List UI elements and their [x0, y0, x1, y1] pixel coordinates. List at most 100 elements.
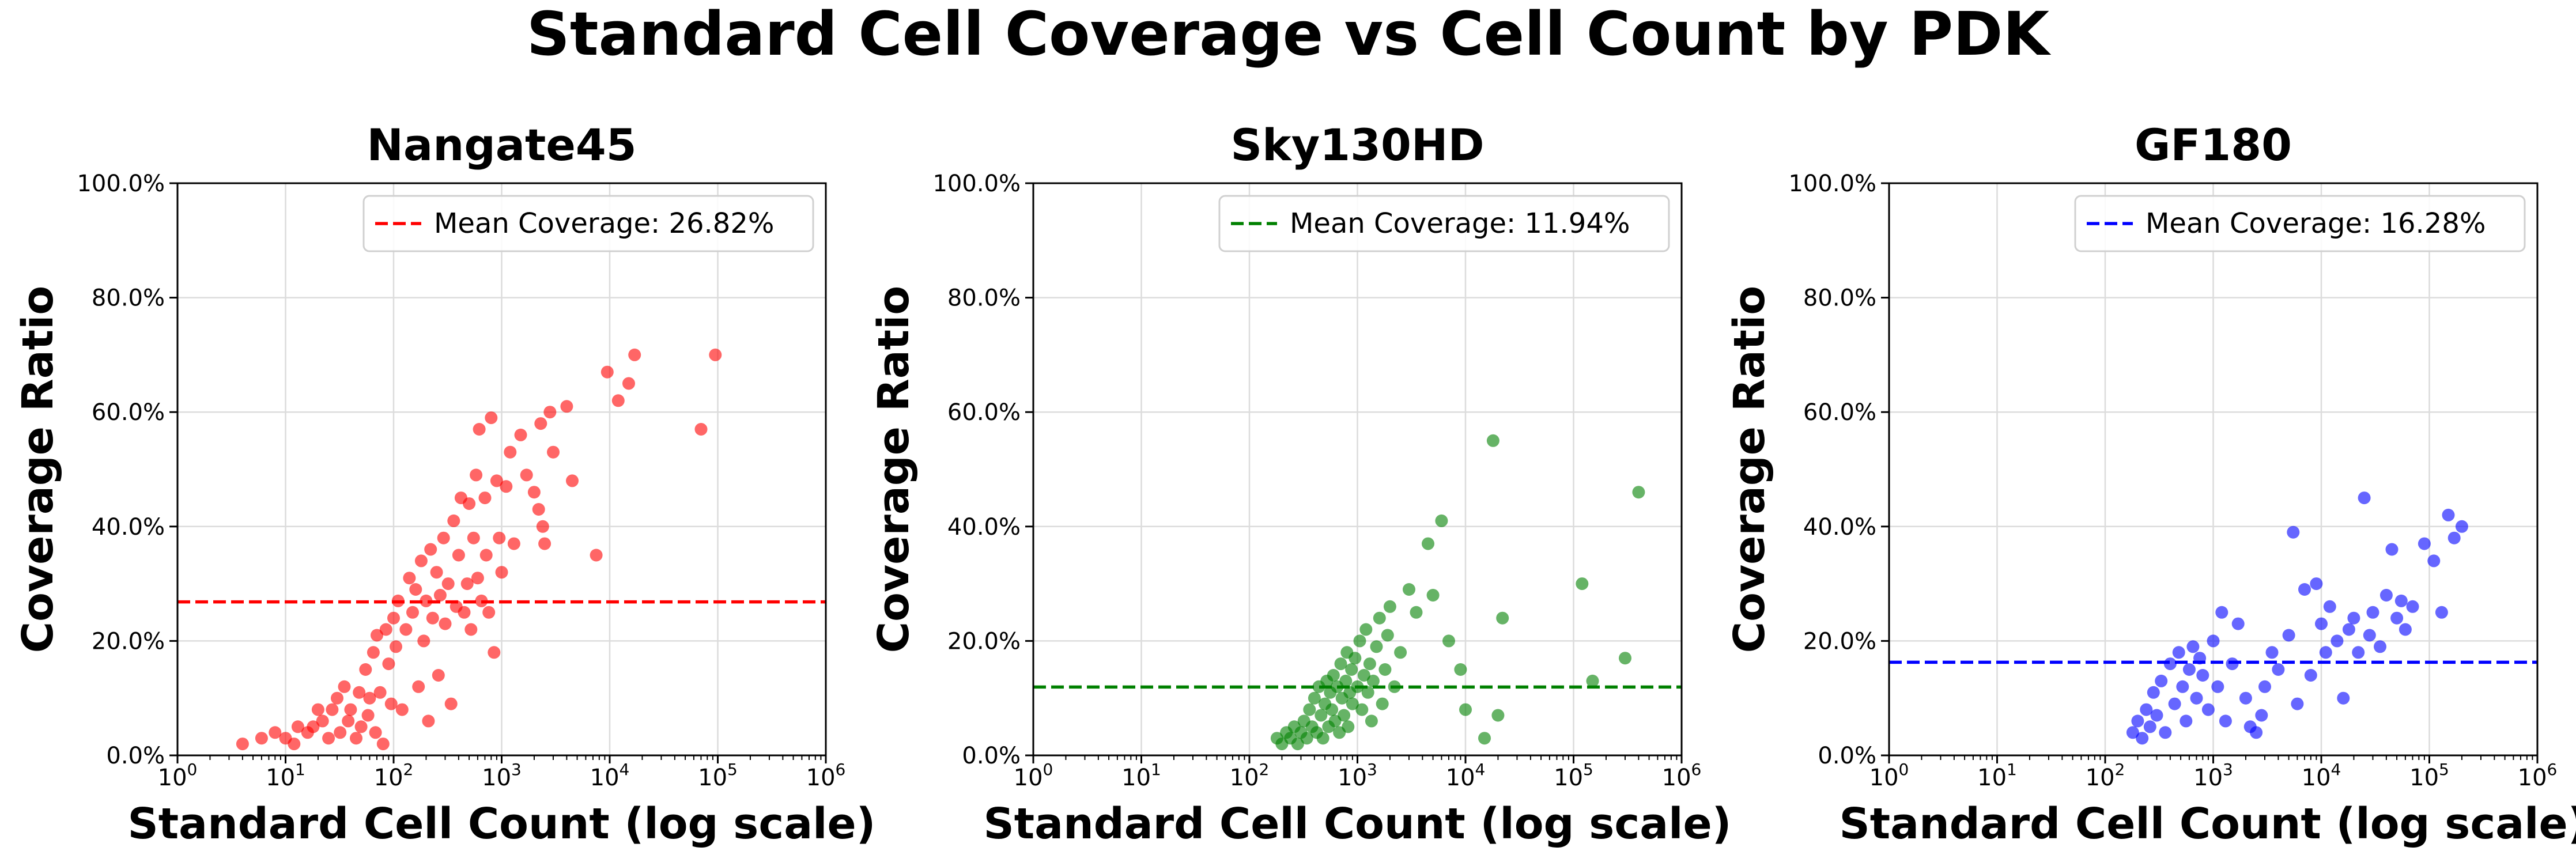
data-point: [543, 406, 557, 419]
data-point: [2323, 600, 2336, 613]
data-point: [1426, 589, 1440, 602]
data-point: [437, 531, 450, 544]
y-tick-label: 40.0%: [947, 514, 1021, 540]
data-point: [439, 617, 452, 630]
data-point: [1345, 663, 1358, 676]
x-axis-label: Standard Cell Count (log scale): [1839, 799, 2576, 849]
data-point: [514, 428, 527, 441]
y-tick-label: 20.0%: [947, 628, 1021, 655]
data-point: [709, 348, 722, 361]
data-point: [464, 623, 478, 636]
data-point: [1632, 486, 1645, 499]
data-point: [390, 640, 402, 653]
data-point: [338, 680, 351, 693]
data-point: [1383, 600, 1396, 613]
y-tick-label: 0.0%: [106, 743, 165, 769]
chart-panel-1: 100 101 102 103 104 105 106 0.0% 20.0% 40.0% 60.0%…: [869, 119, 1732, 849]
data-point: [2427, 554, 2441, 568]
data-point: [2366, 606, 2379, 619]
data-point: [1359, 623, 1373, 636]
data-point: [444, 697, 458, 710]
data-point: [2287, 525, 2300, 539]
data-point: [326, 703, 339, 716]
data-point: [2342, 623, 2355, 636]
data-point: [2331, 634, 2344, 648]
legend: Mean Coverage: 16.28%: [2074, 195, 2526, 252]
data-point: [2379, 589, 2393, 602]
x-tick-label: 106: [806, 760, 846, 791]
data-point: [460, 577, 474, 591]
data-point: [1308, 691, 1321, 705]
data-point: [426, 611, 439, 625]
legend-label: Mean Coverage: 16.28%: [2146, 207, 2486, 240]
data-point: [2176, 680, 2189, 693]
data-point: [2131, 714, 2144, 728]
data-point: [473, 423, 486, 436]
x-tick-label: 102: [1230, 760, 1270, 791]
data-point: [500, 480, 513, 493]
data-point: [447, 514, 460, 527]
data-point: [1486, 434, 1499, 447]
data-point: [406, 606, 419, 619]
data-point: [2447, 531, 2461, 544]
legend-box: [362, 195, 814, 252]
data-point: [1619, 652, 1631, 665]
y-tick-label: 60.0%: [947, 399, 1021, 426]
data-point: [566, 474, 579, 487]
data-point: [2347, 611, 2360, 625]
data-point: [2239, 691, 2252, 705]
x-tick-label: 100: [1014, 760, 1053, 791]
data-point: [479, 549, 493, 562]
data-point: [432, 669, 445, 682]
data-point: [1459, 703, 1472, 716]
data-point: [1325, 703, 1339, 716]
y-tick-label: 100.0%: [77, 171, 165, 197]
data-point: [1442, 634, 1455, 648]
data-point: [1378, 663, 1392, 676]
data-point: [1381, 629, 1394, 642]
data-point: [2168, 697, 2181, 710]
data-point: [471, 572, 484, 585]
x-tick-label: 103: [482, 760, 522, 791]
data-point: [538, 537, 552, 550]
legend-label: Mean Coverage: 11.94%: [1290, 207, 1630, 240]
x-tick-label: 101: [266, 760, 305, 791]
data-point: [1361, 686, 1374, 699]
data-point: [2150, 709, 2163, 722]
data-point: [2385, 543, 2399, 556]
x-tick-label: 101: [1977, 760, 2017, 791]
y-tick-label: 100.0%: [1788, 171, 1876, 197]
data-point: [1327, 669, 1340, 682]
data-point: [430, 566, 443, 579]
data-point: [399, 623, 413, 636]
x-tick-label: 106: [2518, 760, 2558, 791]
data-point: [395, 703, 409, 716]
legend: Mean Coverage: 11.94%: [1218, 195, 1670, 252]
y-tick-label: 60.0%: [1803, 399, 1876, 426]
data-point: [441, 577, 455, 591]
data-point: [560, 400, 573, 413]
data-point: [311, 703, 324, 716]
data-point: [403, 572, 416, 585]
data-point: [2455, 520, 2468, 533]
data-point: [463, 497, 476, 510]
data-point: [2180, 714, 2193, 728]
data-point: [2196, 669, 2209, 682]
y-tick-label: 80.0%: [1803, 285, 1876, 312]
data-point: [504, 445, 517, 459]
data-point: [2258, 680, 2271, 693]
y-tick-label: 20.0%: [1803, 628, 1876, 655]
data-point: [291, 720, 304, 733]
data-point: [2190, 691, 2203, 705]
data-point: [2435, 606, 2448, 619]
y-axis-label: Coverage Ratio: [869, 286, 919, 653]
data-point: [2231, 617, 2245, 630]
data-point: [433, 589, 447, 602]
data-point: [417, 634, 430, 648]
y-tick-label: 40.0%: [1803, 514, 1876, 540]
data-point: [1349, 652, 1362, 665]
data-point: [1410, 606, 1423, 619]
data-point: [350, 732, 362, 745]
legend-label: Mean Coverage: 26.82%: [434, 207, 774, 240]
data-point: [452, 549, 465, 562]
